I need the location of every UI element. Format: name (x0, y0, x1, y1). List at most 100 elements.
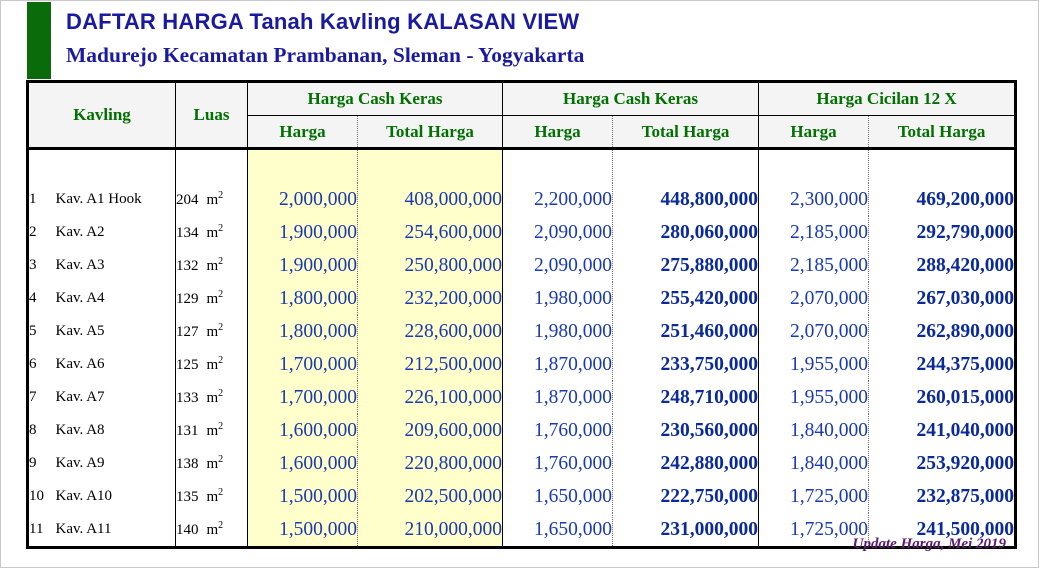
total-cash-2: 251,460,000 (612, 315, 759, 348)
area-cell: 127 m2 (175, 315, 248, 348)
header-total-harga: Total Harga (868, 115, 1016, 149)
row-number: 1 (29, 191, 37, 207)
area-unit: m (206, 192, 219, 208)
area-cell: 135 m2 (175, 480, 248, 513)
kavling-name: Kav. A10 (55, 488, 113, 504)
area-unit: m (206, 390, 219, 406)
area-cell: 132 m2 (175, 249, 248, 282)
row-number: 7 (29, 389, 37, 405)
row-number: 8 (29, 422, 37, 438)
header-kavling: Kavling (27, 81, 176, 149)
area-value: 134 (176, 225, 199, 241)
area-value: 125 (176, 357, 199, 373)
harga-cash-2: 1,760,000 (502, 414, 613, 447)
area-value: 127 (176, 324, 199, 340)
area-unit-exponent: 2 (218, 520, 224, 531)
total-cash-2: 255,420,000 (612, 282, 759, 315)
kavling-name: Kav. A6 (55, 356, 105, 372)
area-unit: m (206, 291, 219, 307)
harga-cash-2: 1,980,000 (502, 315, 613, 348)
area-value: 133 (176, 390, 199, 406)
harga-cash-2: 1,650,000 (502, 513, 613, 548)
total-cicilan: 292,790,000 (868, 216, 1016, 249)
header-group-cicilan: Harga Cicilan 12 X (758, 81, 1016, 116)
total-cicilan: 262,890,000 (868, 315, 1016, 348)
area-value: 138 (176, 456, 199, 472)
total-cicilan: 244,375,000 (868, 348, 1016, 381)
table-row: 10 Kav. A10 135 m2 1,500,000 202,500,000 1,650… (28, 480, 1016, 513)
area-unit-exponent: 2 (218, 289, 224, 300)
table-row: 1 Kav. A1 Hook 204 m2 2,000,000 408,000,000 2,… (28, 183, 1016, 216)
table-row: 2 Kav. A2 134 m2 1,900,000 254,600,000 2,090,0… (28, 216, 1016, 249)
table-row: 8 Kav. A8 131 m2 1,600,000 209,600,000 1,760,0… (28, 414, 1016, 447)
harga-cash-2: 1,760,000 (502, 447, 613, 480)
area-cell: 129 m2 (175, 282, 248, 315)
total-cash-1: 226,100,000 (356, 381, 503, 414)
harga-cicilan: 2,070,000 (758, 315, 869, 348)
area-unit: m (206, 357, 219, 373)
area-unit-exponent: 2 (218, 256, 224, 267)
area-value: 129 (176, 291, 199, 307)
row-number: 9 (29, 455, 37, 471)
harga-cicilan: 1,725,000 (758, 480, 869, 513)
row-number: 10 (29, 488, 44, 504)
row-number: 6 (29, 356, 37, 372)
total-cash-2: 280,060,000 (612, 216, 759, 249)
total-cash-2: 275,880,000 (612, 249, 759, 282)
total-cash-1: 202,500,000 (356, 480, 503, 513)
total-cicilan: 253,920,000 (868, 447, 1016, 480)
harga-cash-1: 2,000,000 (247, 183, 358, 216)
harga-cash-1: 1,600,000 (247, 414, 358, 447)
total-cash-2: 242,880,000 (612, 447, 759, 480)
harga-cash-1: 1,700,000 (247, 348, 358, 381)
area-unit-exponent: 2 (218, 388, 224, 399)
total-cash-1: 209,600,000 (356, 414, 503, 447)
spacer-row (28, 148, 1016, 183)
total-cash-2: 222,750,000 (612, 480, 759, 513)
page-title: DAFTAR HARGA Tanah Kavling KALASAN VIEW (66, 9, 580, 34)
table-row: 11 Kav. A11 140 m2 1,500,000 210,000,000 1,650… (28, 513, 1016, 548)
harga-cash-2: 1,870,000 (502, 381, 613, 414)
header-harga: Harga (502, 115, 613, 149)
total-cash-1: 232,200,000 (356, 282, 503, 315)
total-cash-1: 210,000,000 (356, 513, 503, 548)
table-row: 3 Kav. A3 132 m2 1,900,000 250,800,000 2,090,0… (28, 249, 1016, 282)
table-row: 7 Kav. A7 133 m2 1,700,000 226,100,000 1,870,0… (28, 381, 1016, 414)
harga-cash-2: 2,200,000 (502, 183, 613, 216)
kavling-name: Kav. A3 (55, 257, 105, 273)
harga-cash-2: 1,980,000 (502, 282, 613, 315)
kavling-name: Kav. A1 Hook (55, 191, 142, 207)
area-cell: 134 m2 (175, 216, 248, 249)
harga-cash-1: 1,900,000 (247, 216, 358, 249)
header-group-cash-2: Harga Cash Keras (502, 81, 759, 116)
area-value: 135 (176, 489, 199, 505)
area-unit-exponent: 2 (218, 421, 224, 432)
harga-cash-2: 1,650,000 (502, 480, 613, 513)
harga-cash-2: 2,090,000 (502, 249, 613, 282)
kavling-name: Kav. A7 (55, 389, 105, 405)
table-row: 5 Kav. A5 127 m2 1,800,000 228,600,000 1,980,0… (28, 315, 1016, 348)
area-unit-exponent: 2 (218, 487, 224, 498)
harga-cash-2: 2,090,000 (502, 216, 613, 249)
kavling-name: Kav. A8 (55, 422, 105, 438)
total-cash-1: 212,500,000 (356, 348, 503, 381)
harga-cicilan: 2,185,000 (758, 216, 869, 249)
price-rows: 1 Kav. A1 Hook 204 m2 2,000,000 408,000,000 2,… (28, 148, 1016, 548)
total-cash-1: 254,600,000 (356, 216, 503, 249)
area-unit: m (206, 258, 219, 274)
harga-cicilan: 1,840,000 (758, 447, 869, 480)
kavling-name: Kav. A2 (55, 224, 105, 240)
harga-cash-1: 1,800,000 (247, 315, 358, 348)
total-cash-1: 250,800,000 (356, 249, 503, 282)
total-cash-2: 230,560,000 (612, 414, 759, 447)
table-row: 9 Kav. A9 138 m2 1,600,000 220,800,000 1,760,0… (28, 447, 1016, 480)
total-cicilan: 232,875,000 (868, 480, 1016, 513)
harga-cicilan: 1,840,000 (758, 414, 869, 447)
area-cell: 131 m2 (175, 414, 248, 447)
area-value: 131 (176, 423, 199, 439)
area-unit: m (206, 456, 219, 472)
harga-cash-1: 1,900,000 (247, 249, 358, 282)
harga-cash-1: 1,500,000 (247, 480, 358, 513)
header-total-harga: Total Harga (356, 115, 503, 149)
harga-cicilan: 1,955,000 (758, 348, 869, 381)
